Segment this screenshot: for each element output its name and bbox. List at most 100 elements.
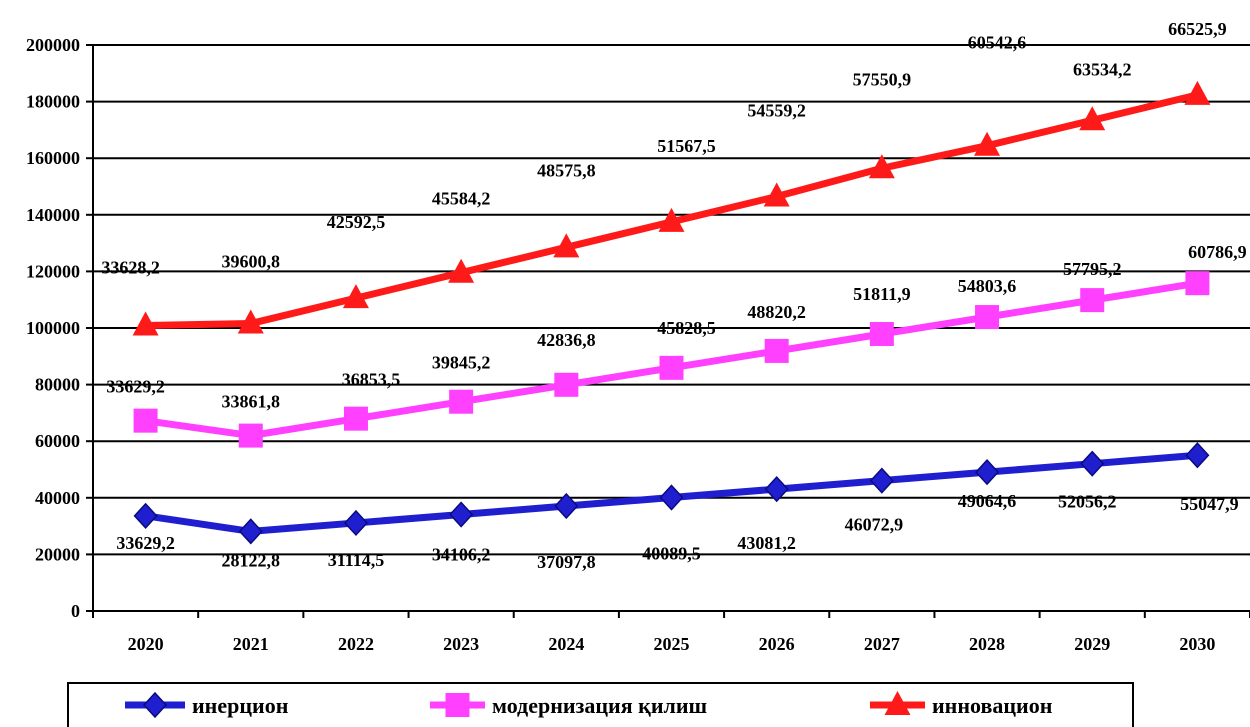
series-3-point — [342, 284, 369, 309]
series-2-data-label: 48820,2 — [747, 302, 806, 322]
y-tick-label: 200000 — [26, 35, 80, 55]
tick-labels: 0 20000 40000 60000 80000 100000 120000 140000 1… — [26, 35, 1215, 654]
series-1-point — [343, 509, 368, 537]
series-2-point — [869, 321, 894, 346]
y-tick-label: 100000 — [26, 318, 80, 338]
series-2-data-label: 36853,5 — [342, 370, 401, 390]
series-1-data-label: 52056,2 — [1058, 492, 1117, 512]
series-3-point — [448, 258, 475, 283]
series-1-data-label: 37097,8 — [537, 552, 596, 572]
series-2-point — [1185, 271, 1210, 296]
series-3-point — [974, 131, 1001, 156]
series-1-point — [869, 467, 894, 494]
series-3-data-label: 66525,9 — [1168, 19, 1227, 39]
series-3-data-label: 42592,5 — [327, 212, 386, 232]
series-1-point — [449, 501, 474, 528]
x-tick-label: 2025 — [654, 634, 690, 654]
x-tick-label: 2027 — [864, 634, 900, 654]
x-tick-label: 2020 — [128, 634, 164, 654]
y-tick-label: 60000 — [35, 431, 80, 451]
x-tick-label: 2024 — [548, 634, 584, 654]
series-1-point — [1080, 450, 1105, 477]
series-1-point — [554, 492, 579, 520]
x-tick-label: 2028 — [969, 634, 1005, 654]
y-tick-label: 120000 — [26, 261, 80, 281]
series-2-data-label: 51811,9 — [853, 284, 911, 304]
series-3-data-label: 45584,2 — [432, 189, 491, 209]
series-3-data-label: 51567,5 — [657, 136, 716, 156]
x-tick-label: 2023 — [443, 634, 479, 654]
series-3-point — [1184, 80, 1211, 105]
series-3-point — [237, 309, 264, 334]
series-3-point — [763, 182, 790, 207]
series-3-point — [868, 154, 895, 179]
series-markers — [132, 80, 1211, 545]
x-tick-label: 2022 — [338, 634, 374, 654]
series-2-point — [449, 389, 474, 414]
series-1-point — [238, 518, 263, 545]
legend-label-3: инновацион — [932, 693, 1053, 718]
legend: инерцион модернизация қилиш инновацион — [67, 682, 1134, 727]
series-3-data-label: 57550,9 — [853, 69, 912, 89]
series-1-data-label: 34106,2 — [432, 544, 491, 564]
series-1-data-label: 28122,8 — [222, 550, 281, 570]
series-2-point — [1080, 288, 1105, 313]
legend-label-1: инерцион — [192, 693, 289, 718]
series-3-data-label: 39600,8 — [222, 252, 281, 272]
series-2-point — [133, 408, 158, 433]
series-2-data-label: 33861,8 — [222, 392, 281, 412]
series-lines — [145, 91, 1199, 535]
series-1-point — [659, 484, 684, 511]
series-1-data-label: 55047,9 — [1180, 494, 1239, 514]
series-3-point — [1079, 106, 1106, 131]
series-3-point — [553, 233, 580, 258]
series-3-point — [132, 311, 159, 336]
series-1-data-label: 40089,5 — [642, 544, 701, 564]
legend-swatch-marker — [884, 691, 911, 715]
legend-swatch-marker — [142, 691, 168, 719]
series-2-point — [238, 423, 263, 448]
legend-label-2: модернизация қилиш — [492, 693, 707, 718]
series-1-data-label: 31114,5 — [328, 550, 385, 570]
series-2-data-label: 60786,9 — [1188, 242, 1247, 262]
series-2-data-label: 57795,2 — [1063, 259, 1122, 279]
x-tick-label: 2026 — [759, 634, 795, 654]
axes — [86, 44, 1250, 618]
gridlines — [93, 44, 1250, 556]
series-2-point — [659, 355, 684, 380]
series-2-point — [343, 406, 368, 431]
legend-box — [67, 682, 1134, 727]
x-tick-label: 2030 — [1179, 634, 1215, 654]
series-2-point — [975, 305, 1000, 330]
series-2-data-label: 39845,2 — [432, 353, 491, 373]
series-2-data-label: 42836,8 — [537, 330, 596, 350]
series-1-data-label: 43081,2 — [737, 533, 796, 553]
series-1-point — [975, 459, 1000, 486]
y-tick-label: 160000 — [26, 148, 80, 168]
series-1-data-label: 49064,6 — [958, 491, 1017, 511]
legend-swatch-marker — [445, 693, 470, 717]
y-tick-label: 140000 — [26, 205, 80, 225]
series-2-data-label: 33629,2 — [106, 377, 165, 397]
series-1-point — [133, 502, 158, 529]
series-2-point — [554, 372, 579, 397]
series-2-data-label: 54803,6 — [958, 276, 1017, 296]
series-3-data-label: 54559,2 — [747, 100, 806, 120]
x-tick-label: 2021 — [233, 634, 269, 654]
series-3-data-label: 48575,8 — [537, 160, 596, 180]
series-1-data-label: 33629,2 — [116, 533, 175, 553]
series-1-point — [1185, 442, 1210, 469]
y-tick-label: 80000 — [35, 375, 80, 395]
series-2-point — [764, 338, 789, 363]
data-labels: 33629,2 28122,8 31114,5 34106,2 37097,8 40089… — [101, 19, 1246, 572]
y-tick-label: 0 — [71, 601, 80, 621]
series-2-data-label: 45828,5 — [657, 318, 716, 338]
series-1-data-label: 46072,9 — [845, 515, 904, 535]
series-3-point — [658, 207, 685, 232]
series-3-data-label: 60542,6 — [968, 33, 1027, 53]
y-tick-label: 20000 — [35, 544, 80, 564]
y-tick-label: 40000 — [35, 488, 80, 508]
series-1-point — [764, 475, 789, 503]
series-3-data-label: 33628,2 — [101, 257, 160, 277]
